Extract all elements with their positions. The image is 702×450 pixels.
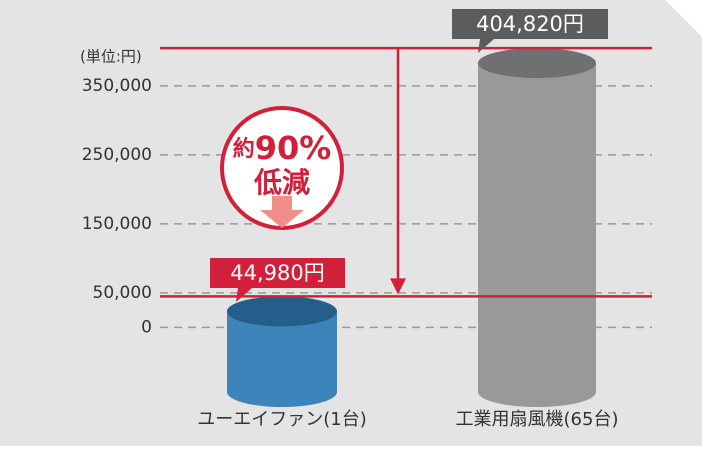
y-tick-label: 50,000 bbox=[93, 283, 152, 303]
arrow-head bbox=[390, 278, 406, 295]
cylinder-body bbox=[478, 63, 596, 408]
y-tick-label: 150,000 bbox=[82, 214, 152, 234]
value-label-box bbox=[210, 258, 345, 288]
x-tick-label: ユーエイファン(1台) bbox=[197, 409, 367, 430]
unit-label: (単位:円) bbox=[80, 48, 142, 66]
x-tick-label: 工業用扇風機(65台) bbox=[456, 409, 619, 430]
value-label-box bbox=[452, 9, 608, 39]
cylinder-top bbox=[478, 48, 596, 79]
badge-text-part: 90% bbox=[255, 129, 332, 167]
y-tick-label: 0 bbox=[141, 317, 152, 337]
badge-text: 約90% bbox=[233, 129, 332, 167]
y-tick-label: 250,000 bbox=[82, 145, 152, 165]
cylinder-body bbox=[227, 311, 337, 407]
value-label-pointer bbox=[236, 288, 252, 302]
value-label-pointer bbox=[478, 39, 494, 53]
cylinder-top bbox=[227, 296, 337, 327]
badge-text-part: 約 bbox=[233, 136, 255, 162]
bar bbox=[478, 48, 596, 408]
badge-arrow bbox=[260, 196, 304, 228]
badge-text: 低減 bbox=[253, 166, 310, 199]
bar bbox=[227, 296, 337, 407]
value-label: 44,980円 bbox=[230, 261, 324, 285]
y-tick-label: 350,000 bbox=[82, 76, 152, 96]
value-label: 404,820円 bbox=[476, 12, 584, 36]
